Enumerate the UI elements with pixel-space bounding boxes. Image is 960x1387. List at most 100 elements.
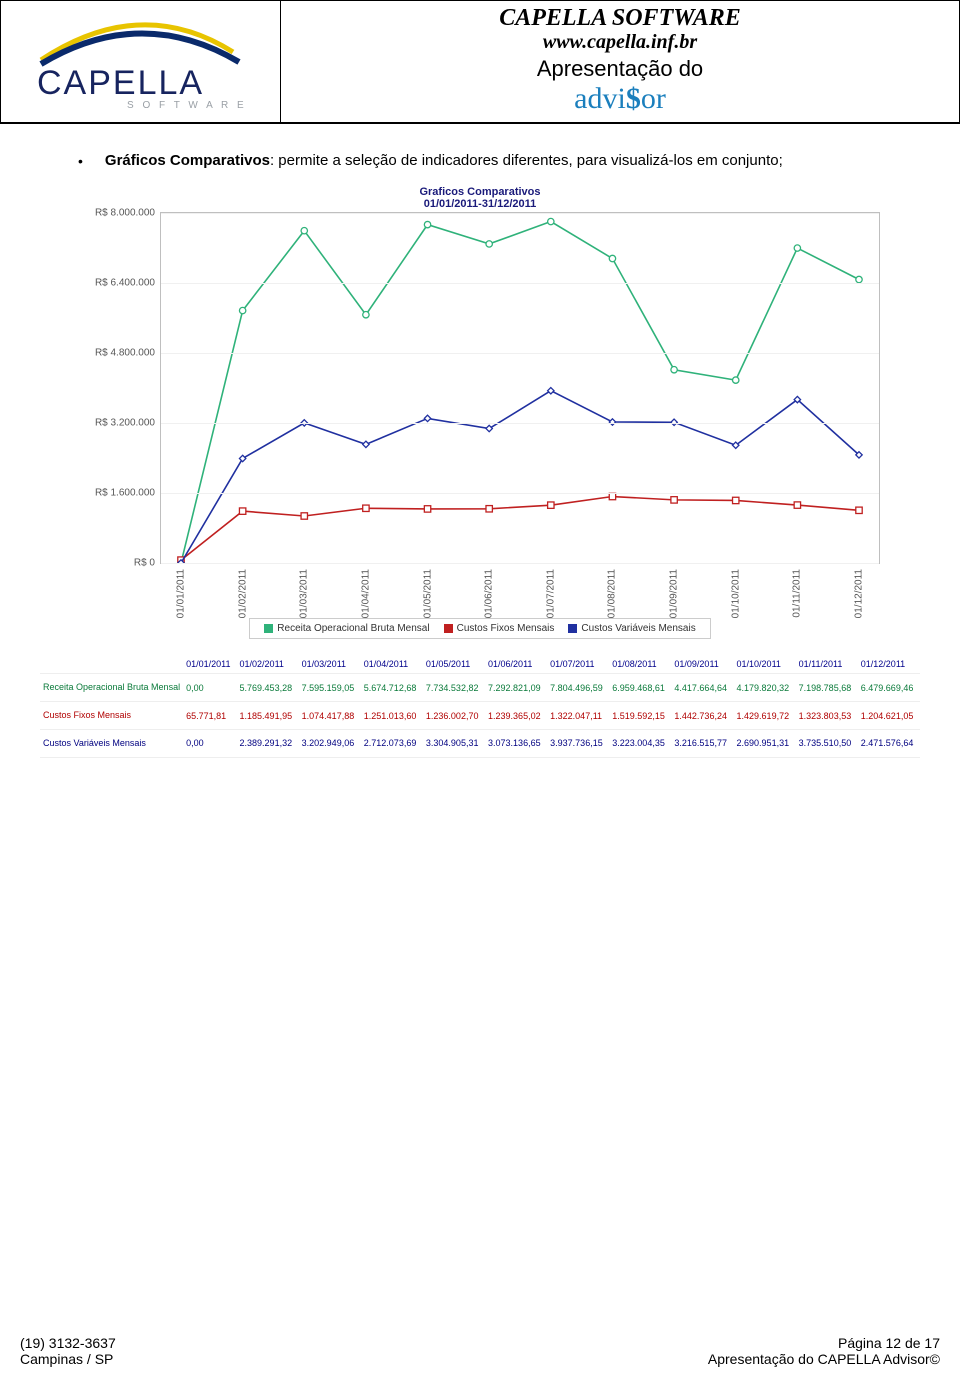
header: CAPELLA S O F T W A R E CAPELLA SOFTWARE… [0, 0, 960, 124]
x-axis-label: 01/01/2011 [176, 569, 187, 618]
table-row: Custos Variáveis Mensais0,002.389.291,32… [40, 729, 920, 757]
chart-title: Graficos Comparativos 01/01/2011-31/12/2… [40, 186, 920, 210]
table-cell: 2.471.576,64 [858, 729, 920, 757]
footer-left: (19) 3132-3637 Campinas / SP [20, 1335, 116, 1367]
bullet-rest: : permite a seleção de indicadores difer… [270, 152, 783, 169]
table-cell: 0,00 [183, 674, 236, 702]
table-cell: 7.198.785,68 [796, 674, 858, 702]
y-axis-label: R$ 8.000.000 [95, 208, 155, 219]
table-row: Receita Operacional Bruta Mensal0,005.76… [40, 674, 920, 702]
table-cell: 7.734.532,82 [423, 674, 485, 702]
table-cell: 1.442.736,24 [671, 702, 733, 730]
x-axis-label: 01/09/2011 [669, 569, 680, 618]
data-table: 01/01/201101/02/201101/03/201101/04/2011… [40, 655, 920, 757]
row-label: Receita Operacional Bruta Mensal [40, 674, 183, 702]
brand-dollar-icon: $ [626, 82, 641, 115]
table-cell: 1.074.417,88 [299, 702, 361, 730]
legend-swatch-icon [444, 624, 453, 633]
presentation-label: Apresentação do [281, 56, 959, 82]
table-cell: 1.322.047,11 [547, 702, 609, 730]
table-cell: 5.674.712,68 [361, 674, 423, 702]
page: CAPELLA S O F T W A R E CAPELLA SOFTWARE… [0, 0, 960, 1387]
x-axis-label: 01/12/2011 [854, 569, 865, 618]
table-cell: 3.735.510,50 [796, 729, 858, 757]
x-axis-label: 01/02/2011 [237, 569, 248, 618]
y-axis-label: R$ 1.600.000 [95, 488, 155, 499]
bullet-title: Gráficos Comparativos [105, 152, 270, 169]
legend-label: Custos Fixos Mensais [457, 623, 555, 634]
bullet-dot-icon: • [78, 150, 83, 172]
company-site: www.capella.inf.br [281, 31, 959, 54]
logo-cell: CAPELLA S O F T W A R E [0, 0, 280, 123]
table-col-header: 01/11/2011 [796, 655, 858, 674]
footer: (19) 3132-3637 Campinas / SP Página 12 d… [20, 1335, 940, 1367]
company-name: CAPELLA SOFTWARE [281, 5, 959, 31]
bullet-text: Gráficos Comparativos: permite a seleção… [105, 150, 783, 172]
chart-area: Graficos Comparativos 01/01/2011-31/12/2… [40, 186, 920, 639]
content: • Gráficos Comparativos: permite a seleç… [0, 124, 960, 757]
table-cell: 3.223.004,35 [609, 729, 671, 757]
footer-page: Página 12 de 17 [708, 1335, 940, 1351]
table-cell: 4.179.820,32 [734, 674, 796, 702]
table-cell: 6.959.468,61 [609, 674, 671, 702]
table-cell: 2.712.073,69 [361, 729, 423, 757]
table-cell: 1.204.621,05 [858, 702, 920, 730]
footer-doc: Apresentação do CAPELLA Advisor© [708, 1351, 940, 1367]
footer-city: Campinas / SP [20, 1351, 116, 1367]
table-col-header: 01/08/2011 [609, 655, 671, 674]
x-axis-label: 01/04/2011 [360, 569, 371, 618]
table-cell: 1.323.803,53 [796, 702, 858, 730]
table-col-header: 01/12/2011 [858, 655, 920, 674]
table-cell: 3.937.736,15 [547, 729, 609, 757]
x-axis-label: 01/11/2011 [792, 569, 803, 618]
table-col-header: 01/10/2011 [734, 655, 796, 674]
table-cell: 1.519.592,15 [609, 702, 671, 730]
chart-plot: R$ 0R$ 1.600.000R$ 3.200.000R$ 4.800.000… [160, 212, 880, 564]
logo-word: CAPELLA [37, 64, 204, 102]
chart-title-2: 01/01/2011-31/12/2011 [40, 198, 920, 210]
table-cell: 6.479.669,46 [858, 674, 920, 702]
footer-phone: (19) 3132-3637 [20, 1335, 116, 1351]
table-col-header: 01/07/2011 [547, 655, 609, 674]
footer-right: Página 12 de 17 Apresentação do CAPELLA … [708, 1335, 940, 1367]
x-axis-label: 01/10/2011 [730, 569, 741, 618]
table-cell: 1.236.002,70 [423, 702, 485, 730]
legend-label: Custos Variáveis Mensais [581, 623, 695, 634]
table-cell: 65.771,81 [183, 702, 236, 730]
table-col-header: 01/02/2011 [237, 655, 299, 674]
chart-svg [161, 213, 879, 563]
chart-title-1: Graficos Comparativos [40, 186, 920, 198]
table-cell: 1.251.013,60 [361, 702, 423, 730]
table-cell: 2.389.291,32 [237, 729, 299, 757]
advisor-brand: advi$or [281, 82, 959, 116]
table-cell: 7.595.159,05 [299, 674, 361, 702]
header-right: CAPELLA SOFTWARE www.capella.inf.br Apre… [280, 0, 960, 123]
x-axis-label: 01/03/2011 [299, 569, 310, 618]
table-col-header: 01/05/2011 [423, 655, 485, 674]
table-cell: 1.185.491,95 [237, 702, 299, 730]
table-cell: 0,00 [183, 729, 236, 757]
table-cell: 3.216.515,77 [671, 729, 733, 757]
table-cell: 3.073.136,65 [485, 729, 547, 757]
capella-logo-icon: CAPELLA S O F T W A R E [21, 12, 261, 112]
legend-swatch-icon [568, 624, 577, 633]
table-cell: 2.690.951,31 [734, 729, 796, 757]
table-col-header: 01/06/2011 [485, 655, 547, 674]
table-row: Custos Fixos Mensais65.771,811.185.491,9… [40, 702, 920, 730]
y-axis-label: R$ 6.400.000 [95, 278, 155, 289]
table-col-header: 01/04/2011 [361, 655, 423, 674]
legend-label: Receita Operacional Bruta Mensal [277, 623, 429, 634]
table-col-header: 01/09/2011 [671, 655, 733, 674]
table-cell: 7.804.496,59 [547, 674, 609, 702]
chart-legend: Receita Operacional Bruta Mensal Custos F… [249, 618, 710, 639]
row-label: Custos Fixos Mensais [40, 702, 183, 730]
y-axis-label: R$ 3.200.000 [95, 418, 155, 429]
table-header-row: 01/01/201101/02/201101/03/201101/04/2011… [40, 655, 920, 674]
table-cell: 7.292.821,09 [485, 674, 547, 702]
y-axis-label: R$ 4.800.000 [95, 348, 155, 359]
legend-swatch-icon [264, 624, 273, 633]
table-cell: 4.417.664,64 [671, 674, 733, 702]
bullet-item: • Gráficos Comparativos: permite a seleç… [78, 150, 920, 172]
logo-sub: S O F T W A R E [127, 100, 247, 111]
y-axis-label: R$ 0 [134, 558, 155, 569]
